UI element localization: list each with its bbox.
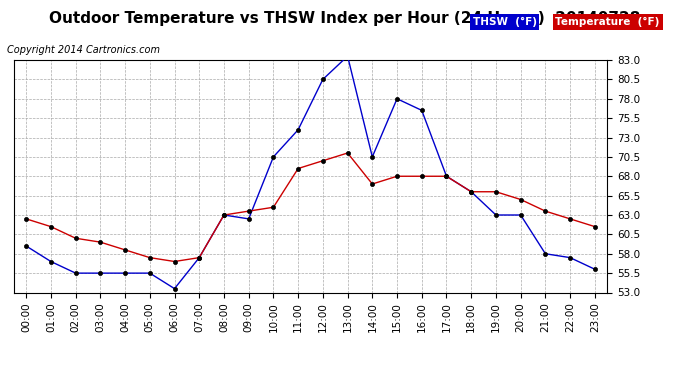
Text: THSW  (°F): THSW (°F) [473, 17, 537, 27]
Text: Outdoor Temperature vs THSW Index per Hour (24 Hours)  20140728: Outdoor Temperature vs THSW Index per Ho… [49, 11, 641, 26]
Text: Copyright 2014 Cartronics.com: Copyright 2014 Cartronics.com [7, 45, 160, 55]
Text: Temperature  (°F): Temperature (°F) [555, 17, 660, 27]
